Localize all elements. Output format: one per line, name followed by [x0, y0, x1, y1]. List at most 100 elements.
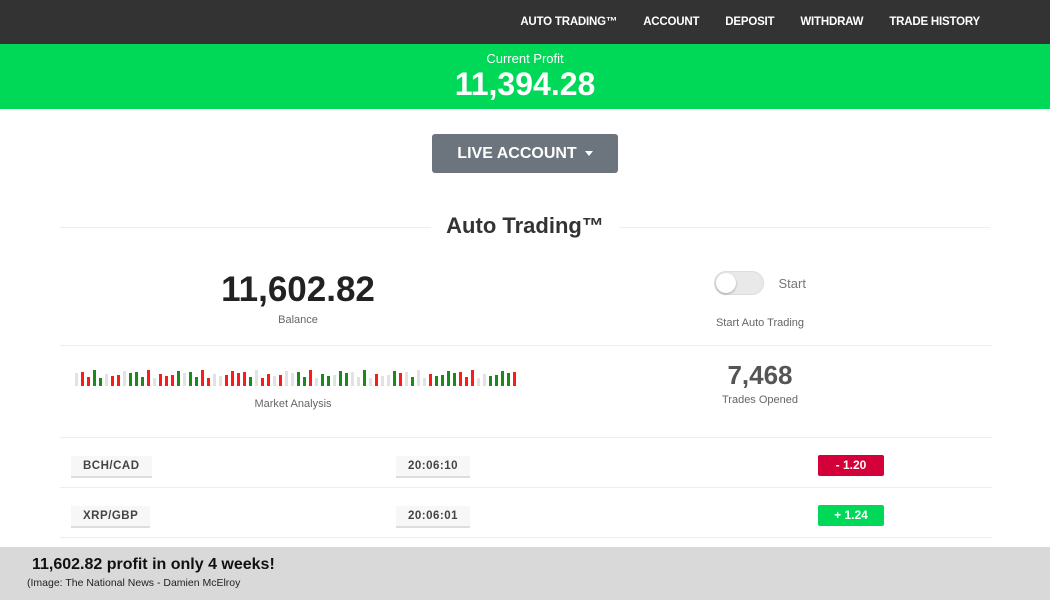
- market-bar: [141, 377, 144, 386]
- trade-change-gain: + 1.24: [818, 505, 884, 526]
- market-bar: [267, 374, 270, 386]
- market-bar: [489, 376, 492, 386]
- market-bar: [117, 375, 120, 386]
- market-bar: [171, 375, 174, 386]
- market-bar: [333, 375, 336, 386]
- image-caption: 11,602.82 profit in only 4 weeks! (Image…: [0, 547, 1050, 600]
- market-bar: [129, 373, 132, 386]
- market-bar: [405, 372, 408, 386]
- market-bar: [165, 376, 168, 386]
- market-bar: [429, 374, 432, 386]
- market-bar: [225, 375, 228, 386]
- divider: [60, 537, 992, 538]
- market-bar: [183, 373, 186, 386]
- market-bar: [123, 371, 126, 386]
- auto-trading-label: Start Auto Trading: [715, 317, 805, 329]
- market-bar: [135, 372, 138, 386]
- market-bar: [87, 377, 90, 386]
- market-bar: [363, 370, 366, 386]
- market-bar: [417, 370, 420, 386]
- trade-pair: BCH/CAD: [71, 456, 152, 478]
- caption-title: 11,602.82 profit in only 4 weeks!: [32, 556, 275, 573]
- market-bar: [315, 378, 318, 386]
- market-bar: [195, 377, 198, 386]
- market-bar: [207, 378, 210, 386]
- market-bar: [435, 376, 438, 386]
- market-analysis-bars: [75, 368, 516, 386]
- market-bar: [111, 376, 114, 386]
- section-title: Auto Trading™: [431, 213, 619, 239]
- nav-withdraw[interactable]: WITHDRAW: [800, 16, 864, 28]
- auto-trading-toggle[interactable]: [714, 271, 765, 295]
- auto-trading-block: Start Start Auto Trading: [660, 271, 860, 329]
- market-bar: [303, 377, 306, 386]
- market-bar: [153, 378, 156, 386]
- nav-account[interactable]: ACCOUNT: [643, 16, 700, 28]
- market-bar: [105, 374, 108, 386]
- market-bar: [345, 373, 348, 386]
- market-bar: [423, 378, 426, 386]
- market-bar: [411, 377, 414, 386]
- market-bar: [189, 372, 192, 386]
- market-bar: [483, 374, 486, 386]
- toggle-label: Start: [778, 275, 806, 291]
- market-bar: [393, 371, 396, 386]
- market-bar: [231, 371, 234, 386]
- market-bar: [453, 373, 456, 386]
- trade-time: 20:06:01: [396, 506, 471, 528]
- trades-block: 7,468 Trades Opened: [660, 360, 860, 406]
- market-bar: [387, 375, 390, 386]
- market-bar: [285, 371, 288, 386]
- market-bar: [321, 374, 324, 386]
- market-analysis-label: Market Analysis: [254, 398, 332, 410]
- nav-deposit[interactable]: DEPOSIT: [725, 16, 775, 28]
- account-label: LIVE ACCOUNT: [457, 144, 577, 162]
- divider: [60, 345, 992, 346]
- divider: [60, 437, 992, 438]
- market-bar: [513, 372, 516, 386]
- market-bar: [201, 370, 204, 386]
- balance-block: 11,602.82 Balance: [178, 270, 418, 326]
- market-bar: [93, 370, 96, 386]
- market-bar: [441, 375, 444, 386]
- market-bar: [357, 377, 360, 386]
- divider: [60, 487, 992, 488]
- market-bar: [261, 378, 264, 386]
- caret-down-icon: [584, 150, 593, 156]
- market-bar: [255, 370, 258, 386]
- market-bar: [249, 377, 252, 386]
- market-bar: [219, 376, 222, 386]
- nav-trade-history[interactable]: TRADE HISTORY: [889, 16, 980, 28]
- market-bar: [243, 372, 246, 386]
- trade-pair: XRP/GBP: [71, 506, 151, 528]
- market-bar: [369, 378, 372, 386]
- market-bar: [147, 370, 150, 386]
- market-bar: [309, 370, 312, 386]
- market-bar: [447, 371, 450, 386]
- top-nav: AUTO TRADING™ ACCOUNT DEPOSIT WITHDRAW T…: [0, 0, 1050, 44]
- market-bar: [279, 375, 282, 386]
- market-bar: [291, 373, 294, 386]
- account-dropdown-button[interactable]: LIVE ACCOUNT: [432, 134, 618, 173]
- market-bar: [501, 371, 504, 386]
- market-bar: [327, 376, 330, 386]
- market-bar: [351, 372, 354, 386]
- market-bar: [159, 374, 162, 386]
- market-bar: [213, 374, 216, 386]
- trades-label: Trades Opened: [721, 394, 799, 406]
- market-bar: [375, 374, 378, 386]
- balance-label: Balance: [278, 314, 318, 326]
- market-bar: [273, 376, 276, 386]
- market-bar: [495, 375, 498, 386]
- market-bar: [237, 373, 240, 386]
- market-bar: [339, 371, 342, 386]
- balance-value: 11,602.82: [221, 270, 375, 309]
- market-bar: [477, 378, 480, 386]
- nav-auto-trading[interactable]: AUTO TRADING™: [520, 16, 618, 28]
- trades-value: 7,468: [727, 360, 793, 390]
- market-bar: [81, 372, 84, 386]
- profit-label: Current Profit: [486, 51, 564, 66]
- section-heading: Auto Trading™: [60, 213, 990, 241]
- profit-banner: Current Profit 11,394.28: [0, 44, 1050, 109]
- market-bar: [297, 372, 300, 386]
